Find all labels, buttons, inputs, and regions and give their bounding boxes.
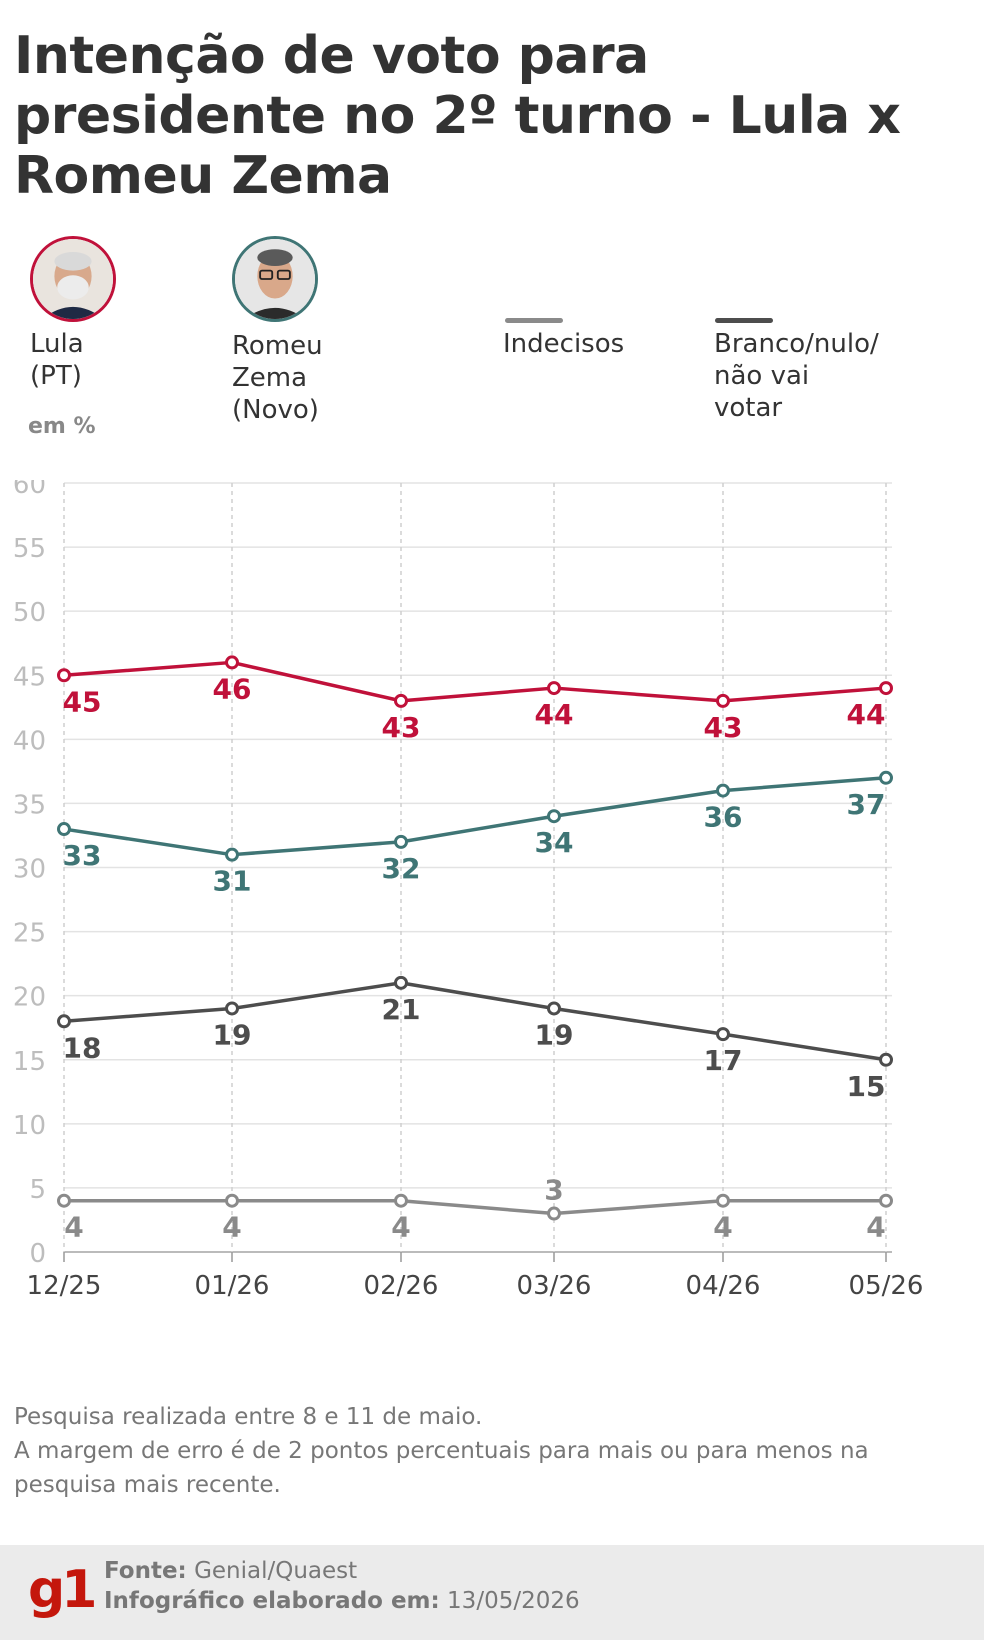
data-point (225, 655, 239, 670)
chart-legend: Lula (PT) Romeu Zema (Novo) Indecisos Br… (0, 236, 984, 440)
data-label: 21 (382, 993, 421, 1026)
y-tick-label: 55 (13, 534, 46, 564)
chart-grid (63, 482, 892, 1262)
data-label: 33 (63, 839, 102, 872)
y-tick-label: 45 (13, 662, 46, 692)
data-point (57, 1014, 71, 1029)
data-point (716, 783, 730, 798)
series-line (64, 1198, 886, 1216)
data-point (547, 809, 561, 824)
data-label: 19 (535, 1018, 574, 1051)
data-label: 37 (847, 788, 886, 821)
series-line (63, 660, 887, 703)
x-tick-label: 05/26 (849, 1271, 924, 1301)
series-line (63, 776, 887, 857)
data-point (225, 1001, 239, 1016)
survey-note: Pesquisa realizada entre 8 e 11 de maio.… (14, 1400, 964, 1502)
unit-label: em % (28, 414, 96, 439)
legend-label-branco: Branco/nulo/ não vai votar (714, 329, 879, 423)
series-line (63, 981, 887, 1062)
data-point (394, 834, 408, 849)
y-tick-label: 60 (13, 480, 46, 500)
data-label: 3 (544, 1174, 563, 1207)
y-tick-label: 25 (13, 919, 46, 949)
data-label: 19 (213, 1018, 252, 1051)
footer-date-label: Infográfico elaborado em: (104, 1588, 440, 1614)
y-tick-label: 35 (13, 790, 46, 820)
data-point (394, 975, 408, 990)
data-label: 44 (847, 698, 886, 731)
y-tick-label: 30 (13, 855, 46, 885)
data-label: 4 (391, 1211, 410, 1244)
footer-date-value: 13/05/2026 (447, 1588, 580, 1614)
data-point (547, 1206, 561, 1221)
data-label: 18 (63, 1031, 102, 1064)
legend-label-zema: Romeu Zema (Novo) (232, 331, 323, 425)
data-point (879, 681, 893, 696)
line-chart: 0 5 10 15 20 25 30 35 40 45 50 55 60 12/25 01/26 02/26 0… (13, 480, 924, 1301)
data-label: 44 (535, 698, 574, 731)
data-point (394, 1193, 408, 1208)
data-point (57, 668, 71, 683)
data-label: 4 (713, 1211, 732, 1244)
footer-source: Fonte: Genial/Quaest (104, 1557, 357, 1585)
x-tick-label: 12/25 (27, 1271, 102, 1301)
data-point (716, 693, 730, 708)
series-2: 18 19 21 19 17 15 (57, 975, 893, 1103)
y-tick-label: 20 (13, 983, 46, 1013)
legend-line-branco (715, 318, 773, 323)
data-point (225, 847, 239, 862)
y-tick-label: 15 (13, 1047, 46, 1077)
x-tick-label: 01/26 (195, 1271, 270, 1301)
data-label: 31 (213, 865, 252, 898)
data-point (716, 1193, 730, 1208)
footer-source-value: Genial/Quaest (194, 1558, 358, 1584)
y-tick-label: 0 (29, 1239, 46, 1269)
page-title: Intenção de voto para presidente no 2º t… (14, 26, 901, 206)
data-label: 17 (704, 1044, 743, 1077)
data-point (879, 1193, 893, 1208)
data-point (547, 681, 561, 696)
data-label: 36 (704, 801, 743, 834)
survey-note-line-1: Pesquisa realizada entre 8 e 11 de maio. (14, 1404, 483, 1430)
x-tick-label: 04/26 (686, 1271, 761, 1301)
survey-note-line-2: A margem de erro é de 2 pontos percentua… (14, 1438, 869, 1498)
zema-portrait-icon (232, 236, 318, 322)
data-point (394, 693, 408, 708)
footer: g1 Fonte: Genial/Quaest Infográfico elab… (0, 1545, 984, 1640)
series-3: 4 4 4 3 4 4 (57, 1174, 893, 1244)
y-tick-label: 10 (13, 1111, 46, 1141)
legend-label-lula: Lula (PT) (30, 329, 84, 391)
series-1: 33 31 32 34 36 37 (57, 770, 893, 898)
data-point (716, 1027, 730, 1042)
data-label: 4 (64, 1211, 83, 1244)
y-tick-label: 50 (13, 598, 46, 628)
data-label: 43 (382, 711, 421, 744)
x-tick-label: 03/26 (517, 1271, 592, 1301)
data-label: 46 (213, 672, 252, 705)
series-0: 45 46 43 44 43 44 (57, 655, 893, 744)
data-label: 45 (63, 685, 102, 718)
data-point (225, 1193, 239, 1208)
legend-label-indecisos: Indecisos (503, 329, 625, 359)
data-point (57, 1193, 71, 1208)
legend-line-indecisos (505, 318, 563, 323)
y-tick-label: 40 (13, 726, 46, 756)
data-point (57, 822, 71, 837)
data-label: 43 (704, 711, 743, 744)
data-label: 4 (866, 1211, 885, 1244)
data-label: 34 (535, 826, 574, 859)
data-label: 15 (847, 1070, 886, 1103)
data-label: 4 (222, 1211, 241, 1244)
data-point (879, 1052, 893, 1067)
y-tick-label: 5 (29, 1175, 46, 1205)
data-point (547, 1001, 561, 1016)
g1-logo: g1 (28, 1560, 97, 1620)
footer-source-label: Fonte: (104, 1558, 187, 1584)
x-tick-label: 02/26 (364, 1271, 439, 1301)
data-point (879, 770, 893, 785)
data-label: 32 (382, 852, 421, 885)
lula-portrait-icon (30, 236, 116, 322)
footer-date: Infográfico elaborado em: 13/05/2026 (104, 1587, 580, 1615)
